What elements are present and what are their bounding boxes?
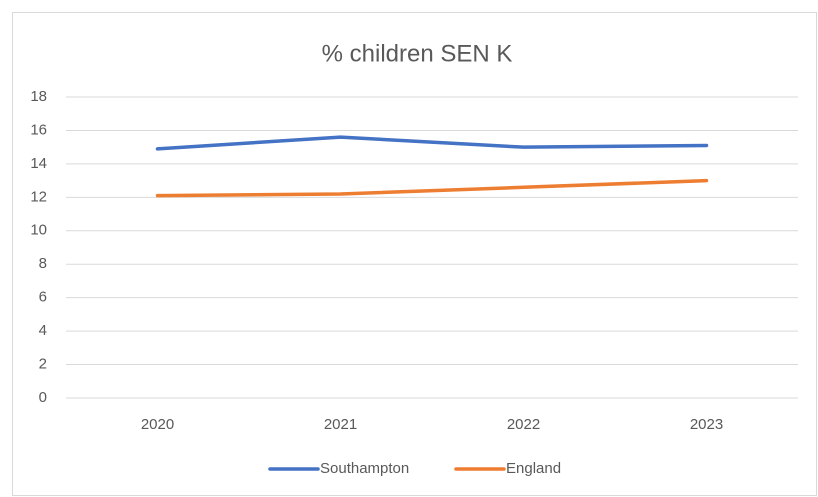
y-tick-label: 2 bbox=[39, 356, 47, 373]
series-line bbox=[155, 178, 709, 198]
y-tick-label: 6 bbox=[39, 289, 47, 306]
x-tick-label: 2021 bbox=[324, 416, 357, 433]
y-tick-label: 4 bbox=[39, 322, 47, 339]
legend-label: England bbox=[506, 460, 561, 477]
y-tick-label: 18 bbox=[30, 88, 47, 105]
y-tick-label: 12 bbox=[30, 188, 47, 205]
chart-title: % children SEN K bbox=[322, 40, 513, 67]
y-tick-label: 14 bbox=[30, 155, 47, 172]
y-tick-label: 8 bbox=[39, 255, 47, 272]
y-tick-label: 0 bbox=[39, 389, 47, 406]
x-tick-label: 2020 bbox=[141, 416, 174, 433]
x-tick-label: 2023 bbox=[690, 416, 723, 433]
y-tick-label: 10 bbox=[30, 222, 47, 239]
chart-border bbox=[12, 12, 817, 496]
y-tick-label: 16 bbox=[30, 121, 47, 138]
legend-label: Southampton bbox=[320, 460, 409, 477]
series-line bbox=[155, 135, 709, 151]
x-tick-label: 2022 bbox=[507, 416, 540, 433]
